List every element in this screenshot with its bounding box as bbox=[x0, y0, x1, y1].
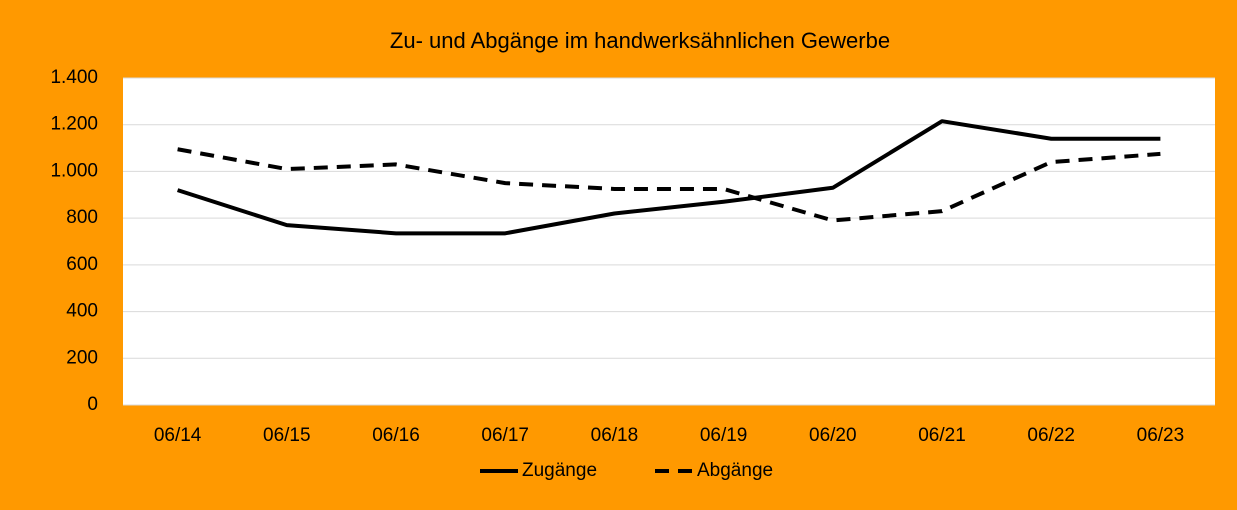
x-tick-label: 06/14 bbox=[154, 425, 202, 446]
x-tick-label: 06/15 bbox=[263, 425, 311, 446]
x-tick-label: 06/19 bbox=[700, 425, 748, 446]
data-line bbox=[176, 119, 1161, 236]
y-tick-label: 1.400 bbox=[50, 67, 98, 88]
data-line bbox=[177, 147, 1161, 223]
y-tick-label: 600 bbox=[66, 254, 98, 275]
legend-label: Zugänge bbox=[522, 460, 597, 481]
plot-area bbox=[123, 78, 1215, 405]
x-tick-label: 06/16 bbox=[372, 425, 420, 446]
chart-title: Zu- und Abgänge im handwerksähnlichen Ge… bbox=[390, 28, 890, 53]
x-tick-label: 06/21 bbox=[918, 425, 966, 446]
y-tick-label: 800 bbox=[66, 207, 98, 228]
y-tick-label: 1.000 bbox=[50, 160, 98, 181]
x-tick-label: 06/18 bbox=[591, 425, 639, 446]
x-tick-label: 06/23 bbox=[1137, 425, 1185, 446]
y-tick-label: 400 bbox=[66, 301, 98, 322]
y-tick-label: 200 bbox=[66, 347, 98, 368]
y-tick-label: 0 bbox=[87, 394, 98, 415]
y-tick-label: 1.200 bbox=[50, 114, 98, 135]
x-tick-label: 06/20 bbox=[809, 425, 857, 446]
x-tick-label: 06/17 bbox=[481, 425, 529, 446]
legend-label: Abgänge bbox=[697, 460, 773, 481]
x-tick-label: 06/22 bbox=[1027, 425, 1075, 446]
